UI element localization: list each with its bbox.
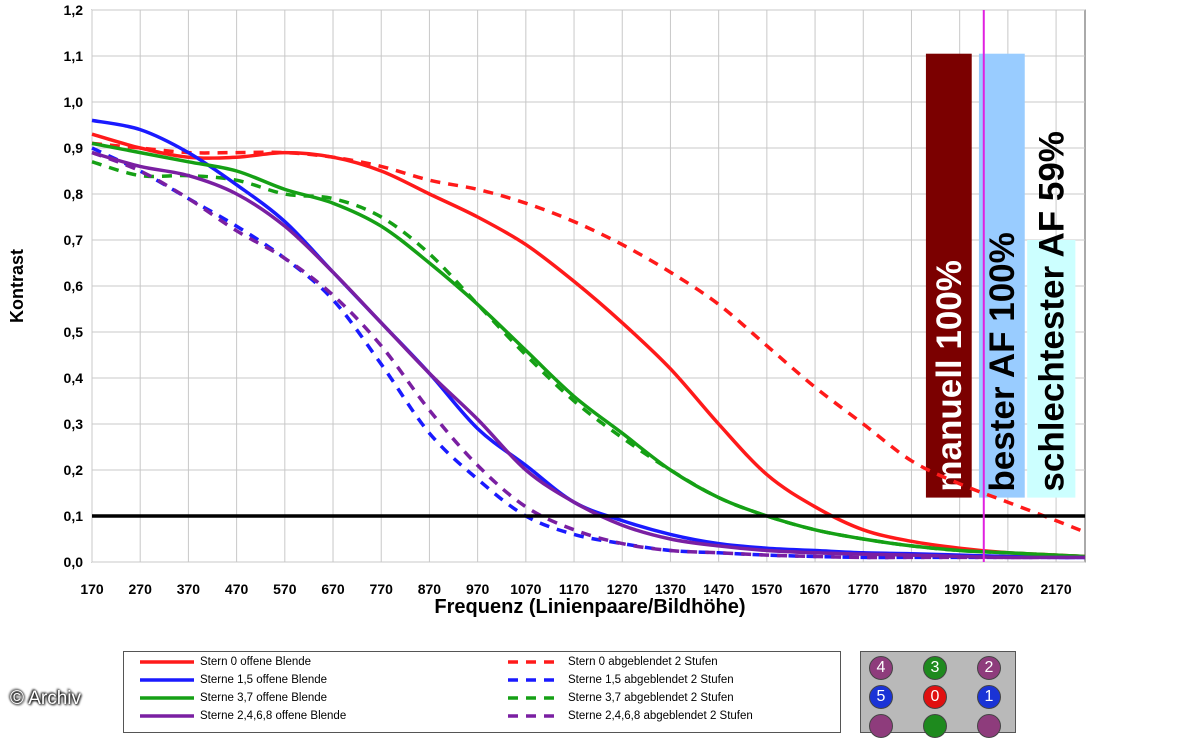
x-tick-label: 570 bbox=[273, 581, 297, 597]
y-tick-label: 0,9 bbox=[64, 140, 84, 156]
x-tick-label: 1270 bbox=[607, 581, 638, 597]
x-tick-labels: 170 270 370 470 570 670 770 870 970 1070 1170 1270 1… bbox=[80, 581, 1072, 597]
y-tick-label: 1,0 bbox=[64, 94, 84, 110]
legend: Stern 0 offene Blende Sterne 1,5 offene B… bbox=[123, 651, 841, 733]
legend-item: Stern 0 abgeblendet 2 Stufen bbox=[508, 653, 718, 671]
annotation-bar bbox=[978, 53, 1025, 498]
x-tick-label: 1570 bbox=[751, 581, 782, 597]
annotation-bars: manuell 100% bester AF 100% schlechtester … bbox=[925, 53, 1076, 498]
legend-item: Sterne 1,5 offene Blende bbox=[140, 671, 327, 689]
x-tick-label: 1470 bbox=[703, 581, 734, 597]
legend-label: Sterne 1,5 offene Blende bbox=[200, 674, 328, 686]
annotation-bar bbox=[1027, 240, 1076, 498]
x-tick-label: 170 bbox=[80, 581, 104, 597]
x-axis-title: Frequenz (Linienpaare/Bildhöhe) bbox=[434, 596, 745, 618]
credit-text: © Archiv bbox=[10, 688, 82, 709]
series-line bbox=[91, 132, 1086, 559]
legend-label: Stern 0 abgeblendet 2 Stufen bbox=[568, 656, 718, 668]
legend-swatch bbox=[508, 678, 562, 682]
legend-swatch bbox=[508, 696, 562, 700]
series-line bbox=[91, 141, 1086, 534]
x-tick-label: 770 bbox=[370, 581, 394, 597]
legend-swatch bbox=[508, 660, 562, 664]
series-line bbox=[91, 150, 1085, 560]
x-tick-label: 870 bbox=[418, 581, 442, 597]
legend-swatch bbox=[140, 660, 194, 664]
sensor-field-map: 4 3 2 5 0 1 bbox=[860, 651, 1016, 738]
annotation-bar bbox=[925, 53, 972, 498]
legend-label: Sterne 3,7 abgeblendet 2 Stufen bbox=[568, 692, 734, 704]
y-tick-label: 0,7 bbox=[64, 232, 84, 248]
legend-swatch bbox=[140, 678, 194, 682]
legend-item: Sterne 3,7 abgeblendet 2 Stufen bbox=[508, 689, 734, 707]
y-tick-label: 0,4 bbox=[64, 370, 84, 386]
y-tick-label: 0,3 bbox=[64, 416, 84, 432]
af-point-dot: 5 bbox=[869, 685, 893, 709]
mtf-chart: manuell 100% bester AF 100% schlechtester … bbox=[7, 2, 1086, 618]
x-tick-label: 470 bbox=[225, 581, 249, 597]
legend-item: Sterne 2,4,6,8 abgeblendet 2 Stufen bbox=[508, 707, 753, 725]
legend-item: Sterne 1,5 abgeblendet 2 Stufen bbox=[508, 671, 734, 689]
x-tick-label: 1070 bbox=[510, 581, 541, 597]
legend-swatch bbox=[140, 714, 194, 718]
x-tick-label: 1170 bbox=[559, 581, 590, 597]
legend-item: Sterne 3,7 offene Blende bbox=[140, 689, 327, 707]
legend-swatch bbox=[140, 696, 194, 700]
y-tick-label: 0,6 bbox=[64, 278, 84, 294]
x-tick-label: 1670 bbox=[799, 581, 830, 597]
y-tick-label: 0,2 bbox=[64, 462, 84, 478]
legend-label: Sterne 2,4,6,8 abgeblendet 2 Stufen bbox=[568, 710, 753, 722]
af-point-dot: 2 bbox=[977, 656, 1001, 680]
af-point-dot: 1 bbox=[977, 685, 1001, 709]
x-tick-label: 1770 bbox=[848, 581, 879, 597]
annotation-bar-label: manuell 100% bbox=[930, 260, 969, 492]
af-point-dot bbox=[869, 714, 893, 738]
af-point-dot: 4 bbox=[869, 656, 893, 680]
x-tick-label: 2170 bbox=[1040, 581, 1071, 597]
series-lines bbox=[91, 118, 1086, 560]
x-tick-label: 1370 bbox=[655, 581, 686, 597]
y-tick-label: 0,8 bbox=[64, 186, 84, 202]
series-line bbox=[91, 150, 1085, 560]
y-tick-label: 0,0 bbox=[64, 554, 84, 570]
y-tick-labels: 0,0 0,1 0,2 0,3 0,4 0,5 0,6 0,7 0,8 0,9 1,0 1,1 1,2 bbox=[64, 2, 84, 570]
annotation-bar-label: schlechtester AF 59% bbox=[1032, 131, 1071, 492]
legend-item: Stern 0 offene Blende bbox=[140, 653, 311, 671]
af-point-dot bbox=[977, 714, 1001, 738]
x-tick-label: 270 bbox=[129, 581, 153, 597]
x-tick-label: 970 bbox=[466, 581, 490, 597]
legend-swatch bbox=[508, 714, 562, 718]
y-tick-label: 0,5 bbox=[64, 324, 84, 340]
y-tick-label: 0,1 bbox=[64, 508, 84, 524]
legend-label: Sterne 1,5 abgeblendet 2 Stufen bbox=[568, 674, 734, 686]
annotation-bar-label: bester AF 100% bbox=[983, 232, 1022, 491]
af-point-dot bbox=[923, 714, 947, 738]
y-axis-title: Kontrast bbox=[7, 249, 27, 323]
legend-label: Stern 0 offene Blende bbox=[200, 656, 312, 668]
x-tick-label: 2070 bbox=[992, 581, 1023, 597]
y-tick-label: 1,2 bbox=[64, 2, 84, 18]
series-line bbox=[91, 141, 1086, 559]
y-tick-label: 1,1 bbox=[64, 48, 84, 64]
af-point-dot: 0 bbox=[923, 685, 947, 709]
x-tick-label: 370 bbox=[177, 581, 201, 597]
x-tick-label: 1970 bbox=[944, 581, 975, 597]
legend-item: Sterne 2,4,6,8 offene Blende bbox=[140, 707, 346, 725]
reference-lines bbox=[92, 10, 1085, 562]
af-point-dot: 3 bbox=[923, 656, 947, 680]
legend-label: Sterne 2,4,6,8 offene Blende bbox=[200, 710, 347, 722]
x-tick-label: 670 bbox=[321, 581, 345, 597]
x-tick-label: 1870 bbox=[896, 581, 927, 597]
legend-label: Sterne 3,7 offene Blende bbox=[200, 692, 328, 704]
